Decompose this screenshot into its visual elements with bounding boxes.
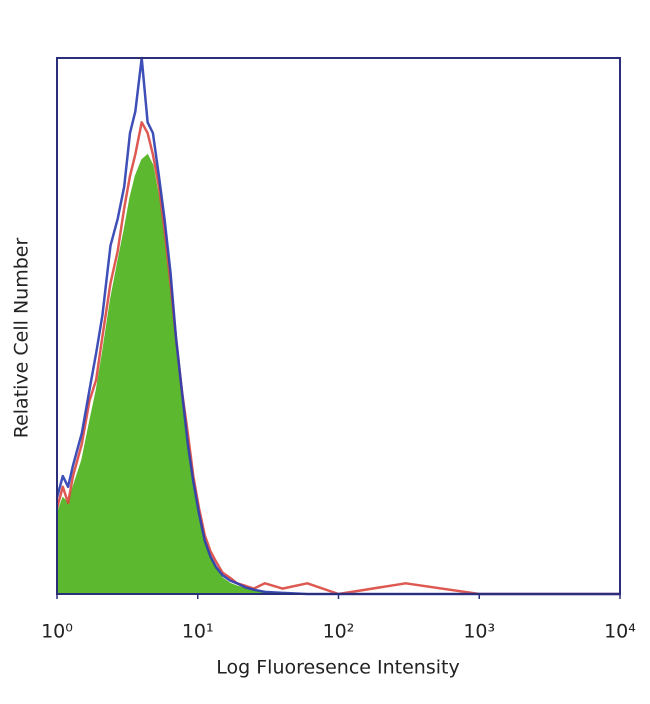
x-tick-label: 10³	[463, 621, 495, 643]
x-tick-label: 10²	[323, 621, 355, 643]
y-axis-label: Relative Cell Number	[11, 238, 33, 439]
area	[56, 153, 620, 595]
x-axis-label: Log Fluoresence Intensity	[216, 657, 459, 679]
x-tick-label: 10⁴	[604, 621, 636, 643]
x-tick-label: 10¹	[182, 621, 214, 643]
x-tick-label: 10⁰	[41, 621, 73, 643]
line	[55, 56, 620, 596]
